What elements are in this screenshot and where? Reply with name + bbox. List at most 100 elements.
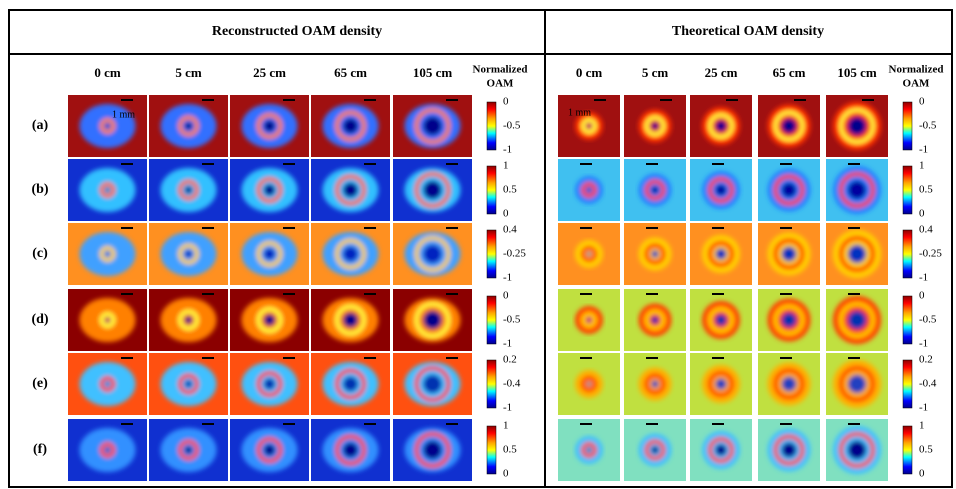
tile-core xyxy=(423,117,441,135)
tile-core xyxy=(715,444,726,455)
scale-bar xyxy=(646,357,658,359)
image-tile xyxy=(826,419,888,481)
image-tile xyxy=(558,289,620,351)
tile-core xyxy=(715,378,726,389)
tile-core xyxy=(587,448,591,452)
tile-content xyxy=(767,104,810,147)
image-tile xyxy=(393,95,472,157)
scale-bar xyxy=(283,163,295,165)
colorbar-tick-label: 0 xyxy=(919,468,925,480)
colorbar xyxy=(487,230,496,278)
tile-content xyxy=(767,362,810,405)
scale-bar xyxy=(121,357,133,359)
scale-bar xyxy=(580,357,592,359)
tile-core xyxy=(106,188,110,192)
row-label: (e) xyxy=(32,376,48,391)
image-tile xyxy=(149,289,228,351)
scale-bar xyxy=(364,99,376,101)
tile-content xyxy=(833,426,881,474)
tile-content xyxy=(323,104,379,148)
tile-core xyxy=(343,183,358,198)
tile-core xyxy=(715,314,726,325)
scale-bar xyxy=(580,163,592,165)
colorbar-tick-label: 0.4 xyxy=(919,224,933,236)
scale-bar xyxy=(121,227,133,229)
image-tile xyxy=(690,419,752,481)
image-tile xyxy=(149,95,228,157)
colorbar-tick-label: 1 xyxy=(503,420,509,432)
scale-bar xyxy=(364,423,376,425)
image-tile xyxy=(149,419,228,481)
colorbar xyxy=(903,166,912,214)
image-tile xyxy=(393,289,472,351)
scale-bar xyxy=(580,227,592,229)
colorbar-tick-label: -1 xyxy=(919,272,928,284)
scale-bar xyxy=(646,163,658,165)
tile-content xyxy=(242,168,298,212)
tile-core xyxy=(651,380,659,388)
colorbar xyxy=(903,360,912,408)
image-tile xyxy=(758,289,820,351)
scale-bar xyxy=(712,227,724,229)
colorbar-tick-label: 1 xyxy=(919,420,925,432)
image-tile: 1 mm xyxy=(68,95,147,157)
tile-core xyxy=(185,250,193,258)
tile-content xyxy=(80,168,136,212)
tile-content xyxy=(638,109,671,142)
image-tile xyxy=(558,419,620,481)
scale-bar xyxy=(121,99,133,101)
tile-core xyxy=(343,313,358,328)
tile-core xyxy=(185,186,193,194)
column-header: 0 cm xyxy=(94,65,121,80)
colorbar-label: OAM xyxy=(903,78,931,90)
scale-bar xyxy=(202,163,214,165)
colorbar-tick-label: -1 xyxy=(503,402,512,414)
image-tile xyxy=(311,159,390,221)
scale-bar xyxy=(121,423,133,425)
tile-content xyxy=(323,232,379,276)
image-tile xyxy=(624,289,686,351)
colorbar xyxy=(903,230,912,278)
tile-content xyxy=(833,360,881,408)
tile-content xyxy=(405,104,461,148)
scale-bar xyxy=(780,357,792,359)
image-tile xyxy=(624,353,686,415)
scale-bar xyxy=(580,293,592,295)
tile-content xyxy=(405,428,461,472)
scale-bar xyxy=(780,293,792,295)
tile-content xyxy=(242,362,298,406)
tile-content xyxy=(405,362,461,406)
tile-core xyxy=(782,247,797,262)
colorbar-tick-label: -0.5 xyxy=(503,120,521,132)
colorbar-tick-label: 0.5 xyxy=(503,444,517,456)
tile-core xyxy=(587,124,591,128)
tile-content xyxy=(161,362,217,406)
tile-core xyxy=(343,247,358,262)
tile-content xyxy=(575,370,603,398)
scale-bar xyxy=(726,99,738,101)
tile-content xyxy=(702,301,740,339)
tile-core xyxy=(185,316,193,324)
tile-core xyxy=(651,122,659,130)
tile-core xyxy=(343,377,358,392)
colorbar-tick-label: -0.5 xyxy=(919,314,937,326)
tile-content xyxy=(161,298,217,342)
tile-content xyxy=(80,428,136,472)
column-header: 25 cm xyxy=(705,65,738,80)
scale-bar xyxy=(446,227,458,229)
colorbar-label: Normalized xyxy=(889,64,944,76)
tile-core xyxy=(848,117,866,135)
image-tile xyxy=(690,159,752,221)
image-tile xyxy=(758,223,820,285)
tile-content xyxy=(702,365,740,403)
scale-bar xyxy=(660,99,672,101)
scale-bar xyxy=(794,99,806,101)
colorbar xyxy=(487,296,496,344)
tile-core xyxy=(587,252,591,256)
scale-bar xyxy=(712,423,724,425)
column-header: 65 cm xyxy=(773,65,806,80)
scale-bar xyxy=(446,293,458,295)
colorbar-tick-label: 0 xyxy=(503,468,509,480)
image-tile xyxy=(393,353,472,415)
colorbar-tick-label: -1 xyxy=(919,402,928,414)
